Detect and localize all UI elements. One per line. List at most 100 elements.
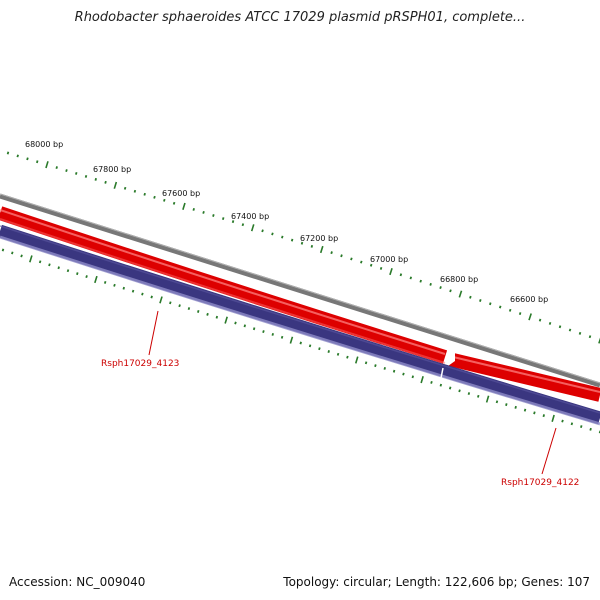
minor-tick <box>570 422 574 426</box>
major-tick <box>485 395 490 403</box>
minor-tick <box>169 301 172 305</box>
minor-tick <box>234 321 237 325</box>
scale-labels: 68000 bp 67800 bp 67600 bp 67400 bp 6720… <box>25 140 548 304</box>
minor-tick <box>143 192 146 196</box>
minor-tick <box>430 380 433 384</box>
minor-tick <box>495 400 499 404</box>
scale-label: 67000 bp <box>370 255 408 264</box>
major-tick <box>113 181 118 189</box>
gene-label[interactable]: Rsph17029_4123 <box>101 359 179 369</box>
major-tick <box>389 268 393 276</box>
minor-tick <box>448 386 452 390</box>
minor-tick <box>350 257 353 261</box>
minor-tick <box>215 315 219 319</box>
minor-tick <box>411 375 415 379</box>
minor-tick <box>369 263 373 267</box>
minor-tick <box>330 251 333 255</box>
minor-tick <box>35 160 39 164</box>
gene-boundary <box>439 367 444 384</box>
minor-tick <box>131 289 135 293</box>
major-tick <box>159 296 163 304</box>
gene-label-leader <box>541 427 557 475</box>
gene-feature-rsph17029-4123[interactable] <box>0 224 600 425</box>
minor-tick <box>6 151 10 155</box>
minor-tick <box>299 341 302 345</box>
minor-tick <box>206 312 209 316</box>
minor-tick <box>518 312 522 316</box>
minor-tick <box>48 263 51 267</box>
minor-tick <box>290 238 294 242</box>
minor-tick <box>38 260 42 264</box>
major-tick <box>182 202 186 210</box>
major-tick <box>528 313 532 321</box>
minor-tick <box>300 241 304 245</box>
minor-tick <box>280 335 284 339</box>
minor-tick <box>580 425 583 429</box>
gene-feature-rsph17029-4122[interactable] <box>447 352 600 402</box>
minor-tick <box>172 201 176 205</box>
minor-tick <box>271 232 274 236</box>
minor-tick <box>477 394 480 398</box>
minor-tick <box>75 172 78 175</box>
minor-tick <box>588 335 592 339</box>
minor-tick <box>1 248 5 252</box>
gene-label[interactable]: Rsph17029_4122 <box>501 478 579 488</box>
minor-tick <box>55 166 58 170</box>
minor-tick <box>310 244 314 248</box>
scale-label: 68000 bp <box>25 140 63 149</box>
minor-tick <box>212 214 215 217</box>
minor-tick <box>542 414 545 418</box>
minor-tick <box>281 235 284 239</box>
accession-text: Accession: NC_009040 <box>9 575 146 589</box>
minor-tick <box>558 325 562 329</box>
minor-tick <box>11 251 14 255</box>
minor-tick <box>514 405 517 409</box>
minor-tick <box>392 369 396 373</box>
outer-scale-ticks <box>6 151 600 344</box>
gene-label-leader <box>148 310 159 356</box>
minor-tick <box>523 408 527 412</box>
minor-tick <box>178 304 181 308</box>
minor-tick <box>318 347 321 351</box>
minor-tick <box>113 283 116 287</box>
minor-tick <box>419 279 422 283</box>
minor-tick <box>202 210 205 214</box>
minor-tick <box>271 332 274 336</box>
minor-tick <box>163 198 166 202</box>
major-tick <box>551 414 555 422</box>
minor-tick <box>508 308 512 312</box>
major-tick <box>289 336 294 344</box>
minor-tick <box>346 355 349 359</box>
map-title: Rhodobacter sphaeroides ATCC 17029 plasm… <box>74 10 526 25</box>
minor-tick <box>439 286 442 290</box>
minor-tick <box>578 331 582 335</box>
plasmid-backbone <box>0 193 600 388</box>
minor-tick <box>402 372 405 376</box>
minor-tick <box>360 260 363 264</box>
minor-tick <box>568 328 572 332</box>
minor-tick <box>94 177 98 181</box>
minor-tick <box>153 195 156 199</box>
minor-tick <box>489 302 492 306</box>
minor-tick <box>85 275 88 279</box>
minor-tick <box>104 180 107 184</box>
minor-tick <box>262 330 265 334</box>
gene-feature-forward[interactable] <box>0 206 448 364</box>
scale-label: 66600 bp <box>510 295 548 304</box>
scale-label: 67400 bp <box>231 212 269 221</box>
gene-arrowhead <box>445 351 455 366</box>
minor-tick <box>141 292 144 296</box>
minor-tick <box>133 189 137 193</box>
major-tick <box>420 376 424 384</box>
minor-tick <box>429 282 432 286</box>
minor-tick <box>65 169 68 172</box>
major-tick <box>458 290 463 298</box>
minor-tick <box>26 157 29 161</box>
minor-tick <box>84 174 88 178</box>
scale-label: 67600 bp <box>162 189 200 198</box>
minor-tick <box>538 318 542 322</box>
major-tick <box>94 275 98 284</box>
major-tick <box>250 224 255 232</box>
minor-tick <box>252 327 256 331</box>
minor-tick <box>150 295 153 299</box>
